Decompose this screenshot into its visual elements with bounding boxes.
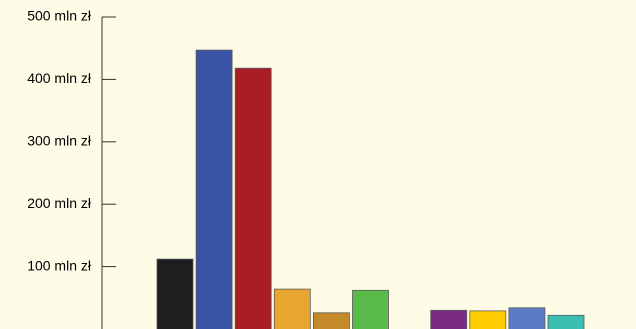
y-tick-label: 100 mln zł (27, 257, 92, 273)
y-tick-label: 400 mln zł (27, 70, 92, 86)
bar (273, 288, 311, 329)
bar (234, 67, 272, 329)
bar (430, 309, 468, 329)
bar (547, 314, 585, 329)
y-axis: 100 mln zł 200 mln zł 300 mln zł 400 mln zł… (27, 8, 116, 329)
bar (508, 307, 546, 329)
y-tick-label: 300 mln zł (27, 133, 92, 149)
y-tick-label: 500 mln zł (27, 8, 92, 24)
y-tick-label: 200 mln zł (27, 195, 92, 211)
bar (352, 289, 389, 329)
bar (469, 310, 507, 329)
bar (312, 312, 350, 329)
bar (156, 258, 194, 329)
bar (195, 49, 233, 329)
bars (156, 49, 585, 329)
